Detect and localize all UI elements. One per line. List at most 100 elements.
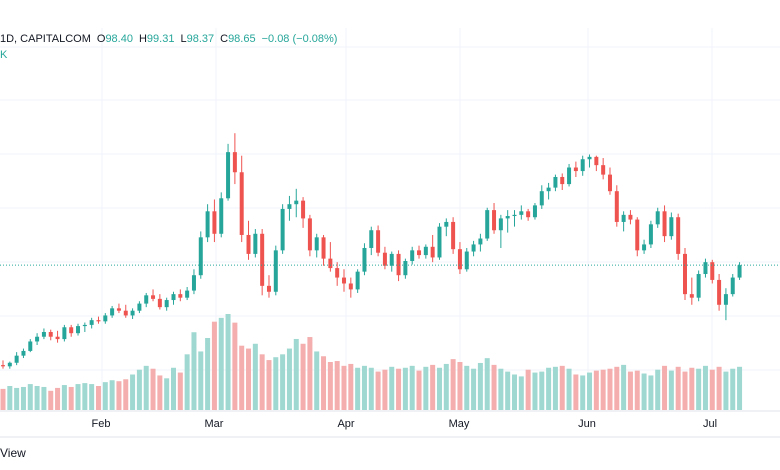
volume-bar [41,386,47,410]
close-value: 98.65 [228,33,256,45]
candle-body [273,250,278,292]
open-label: O [96,33,106,45]
volume-bar [450,359,456,410]
high-value: 99.31 [146,33,175,45]
volume-bar [443,363,449,410]
time-axis: Feb Mar Apr May Jun Jul [92,418,718,430]
candle-body [1,365,5,367]
low-value: 98.37 [186,33,215,45]
candle-body [137,303,142,311]
candle-body [348,283,353,290]
volume-bar [668,370,674,410]
volume-bar [0,388,6,410]
candle-body [69,327,74,334]
volume-bar [157,375,163,410]
candle-body [89,320,94,325]
candle-body [444,221,449,227]
volume-bar [423,366,429,410]
time-tick-label: May [449,418,470,430]
candle-body [703,262,708,275]
volume-bar [102,382,108,410]
candle-body [314,237,319,251]
volume-bar [723,371,729,410]
candle-body [635,219,640,251]
volume-bar [580,375,586,410]
volume-bar [266,360,272,410]
volume-bar [239,345,245,410]
candle-body [689,294,694,298]
candle-body [301,200,306,219]
volume-bar [518,376,524,410]
candle-body [151,295,156,299]
volume-bar [532,372,538,410]
volume-bar [327,362,333,410]
candle-body [253,233,258,254]
view-button[interactable]: View [0,446,26,460]
volume-bar [730,368,736,410]
candle-body [696,274,701,298]
volume-bar [314,351,320,410]
volume-bar [607,368,613,410]
candle-body [519,211,524,215]
volume-bar [587,372,593,410]
candle-body [294,200,299,205]
volume-bar [225,314,231,410]
volume-bar [211,321,217,410]
candle-body [717,279,722,305]
close-label: C [220,33,229,45]
volume-bar [621,364,627,410]
candle-body [594,156,599,166]
candle-body [560,176,565,185]
candle-body [526,211,531,218]
volume-bar [368,367,374,410]
candle-body [171,294,176,301]
volume-bar [614,366,620,410]
volume-bar [191,332,197,410]
volume-bar [655,369,661,410]
volume-bar [682,371,688,410]
volume-bar [627,371,633,410]
time-tick-label: Apr [337,418,354,430]
candle-body [492,210,497,231]
candle-body [130,310,135,316]
candle-body [642,244,647,251]
candle-body [185,290,190,298]
volume-bar [20,386,26,410]
open-value: 98.40 [105,33,133,45]
candle-body [457,249,462,270]
volume-bar [498,368,504,410]
candle-body [403,261,408,276]
candle-body [164,300,169,308]
volume-bar [55,387,61,410]
candle-body [191,275,196,291]
candle-body [546,187,551,192]
candle-body [505,216,510,219]
volume-bar [7,386,13,410]
low-label: L [180,33,187,45]
candle-body [198,237,203,276]
candle-body [21,350,26,356]
volume-bar [48,390,54,410]
volume-bar [464,365,470,410]
volume-bar [232,322,238,410]
candle-body [683,253,687,295]
volume-bar [259,354,265,410]
candle-body [485,210,490,239]
candle-body [35,336,40,342]
volume-bar [546,367,552,410]
volume-bar [662,365,668,410]
candle-body [362,247,367,272]
volume-bar [641,373,647,410]
volume-bar [634,370,640,410]
volume-bar [491,364,497,410]
candle-body [342,277,346,284]
candle-body [328,258,333,269]
volume-bar [361,365,367,410]
volume-bar [130,374,136,410]
volume-bar [123,379,129,410]
volume-bar [246,348,252,410]
candle-body [205,211,210,238]
volume-bar [600,369,606,410]
volume-bar [573,374,579,410]
